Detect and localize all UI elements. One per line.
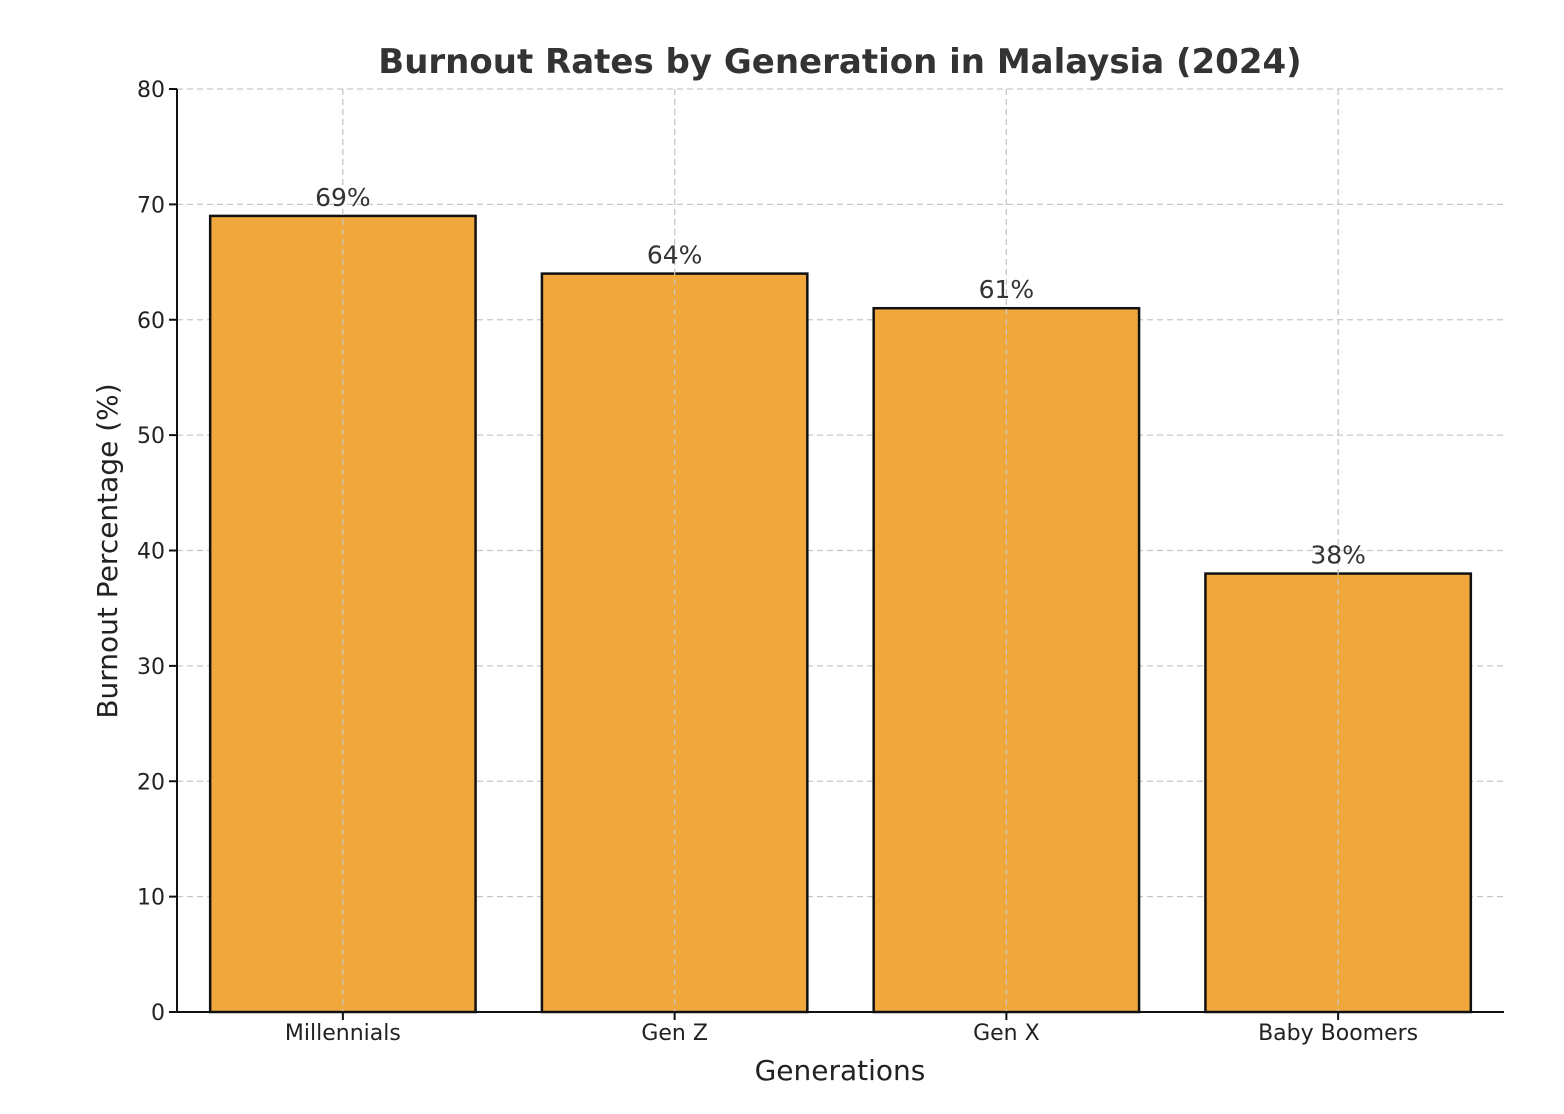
x-axis-label: Generations — [755, 1054, 926, 1087]
y-tick-label: 50 — [137, 424, 165, 449]
y-tick-label: 20 — [137, 770, 165, 795]
x-tick-label: Baby Boomers — [1258, 1021, 1418, 1046]
axes — [169, 88, 1504, 1020]
x-tick-label: Gen X — [973, 1021, 1040, 1046]
data-label: 61% — [979, 275, 1035, 304]
x-tick-label: Gen Z — [641, 1021, 708, 1046]
y-tick-label: 70 — [137, 193, 165, 218]
y-tick-label: 40 — [137, 540, 165, 565]
data-label: 64% — [647, 241, 703, 270]
x-tick-label: Millennials — [285, 1021, 401, 1046]
labels: 0 10 20 30 40 50 60 70 80 69% 64% 61% 38% Millennials… — [137, 78, 1418, 1046]
y-tick-label: 80 — [137, 78, 165, 103]
data-label: 69% — [315, 183, 371, 212]
y-tick-label: 60 — [137, 309, 165, 334]
chart-title: Burnout Rates by Generation in Malaysia … — [378, 42, 1301, 82]
bars — [208, 89, 1473, 1014]
y-tick-label: 30 — [137, 655, 165, 680]
data-label: 38% — [1310, 541, 1366, 570]
y-tick-label: 10 — [137, 886, 165, 911]
y-tick-label: 0 — [151, 1001, 165, 1026]
y-axis-label: Burnout Percentage (%) — [91, 383, 124, 718]
